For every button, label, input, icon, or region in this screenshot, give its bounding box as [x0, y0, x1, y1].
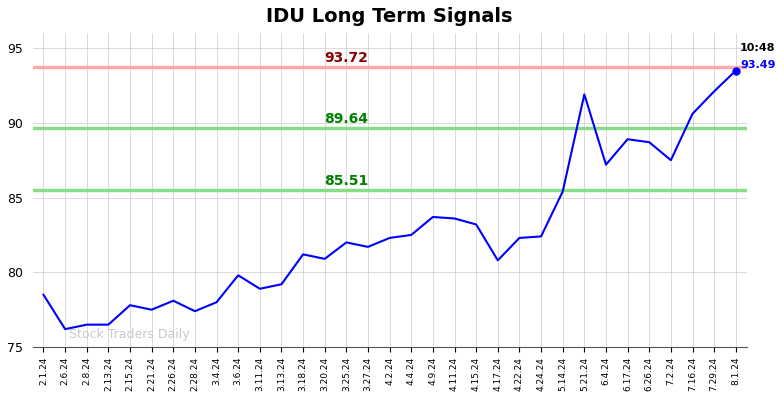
- Title: IDU Long Term Signals: IDU Long Term Signals: [267, 7, 513, 26]
- Text: 89.64: 89.64: [325, 112, 368, 126]
- Text: 93.72: 93.72: [325, 51, 368, 65]
- Text: 93.49: 93.49: [740, 60, 775, 70]
- Text: Stock Traders Daily: Stock Traders Daily: [70, 328, 190, 341]
- Text: 85.51: 85.51: [325, 174, 368, 188]
- Text: 10:48: 10:48: [740, 43, 775, 53]
